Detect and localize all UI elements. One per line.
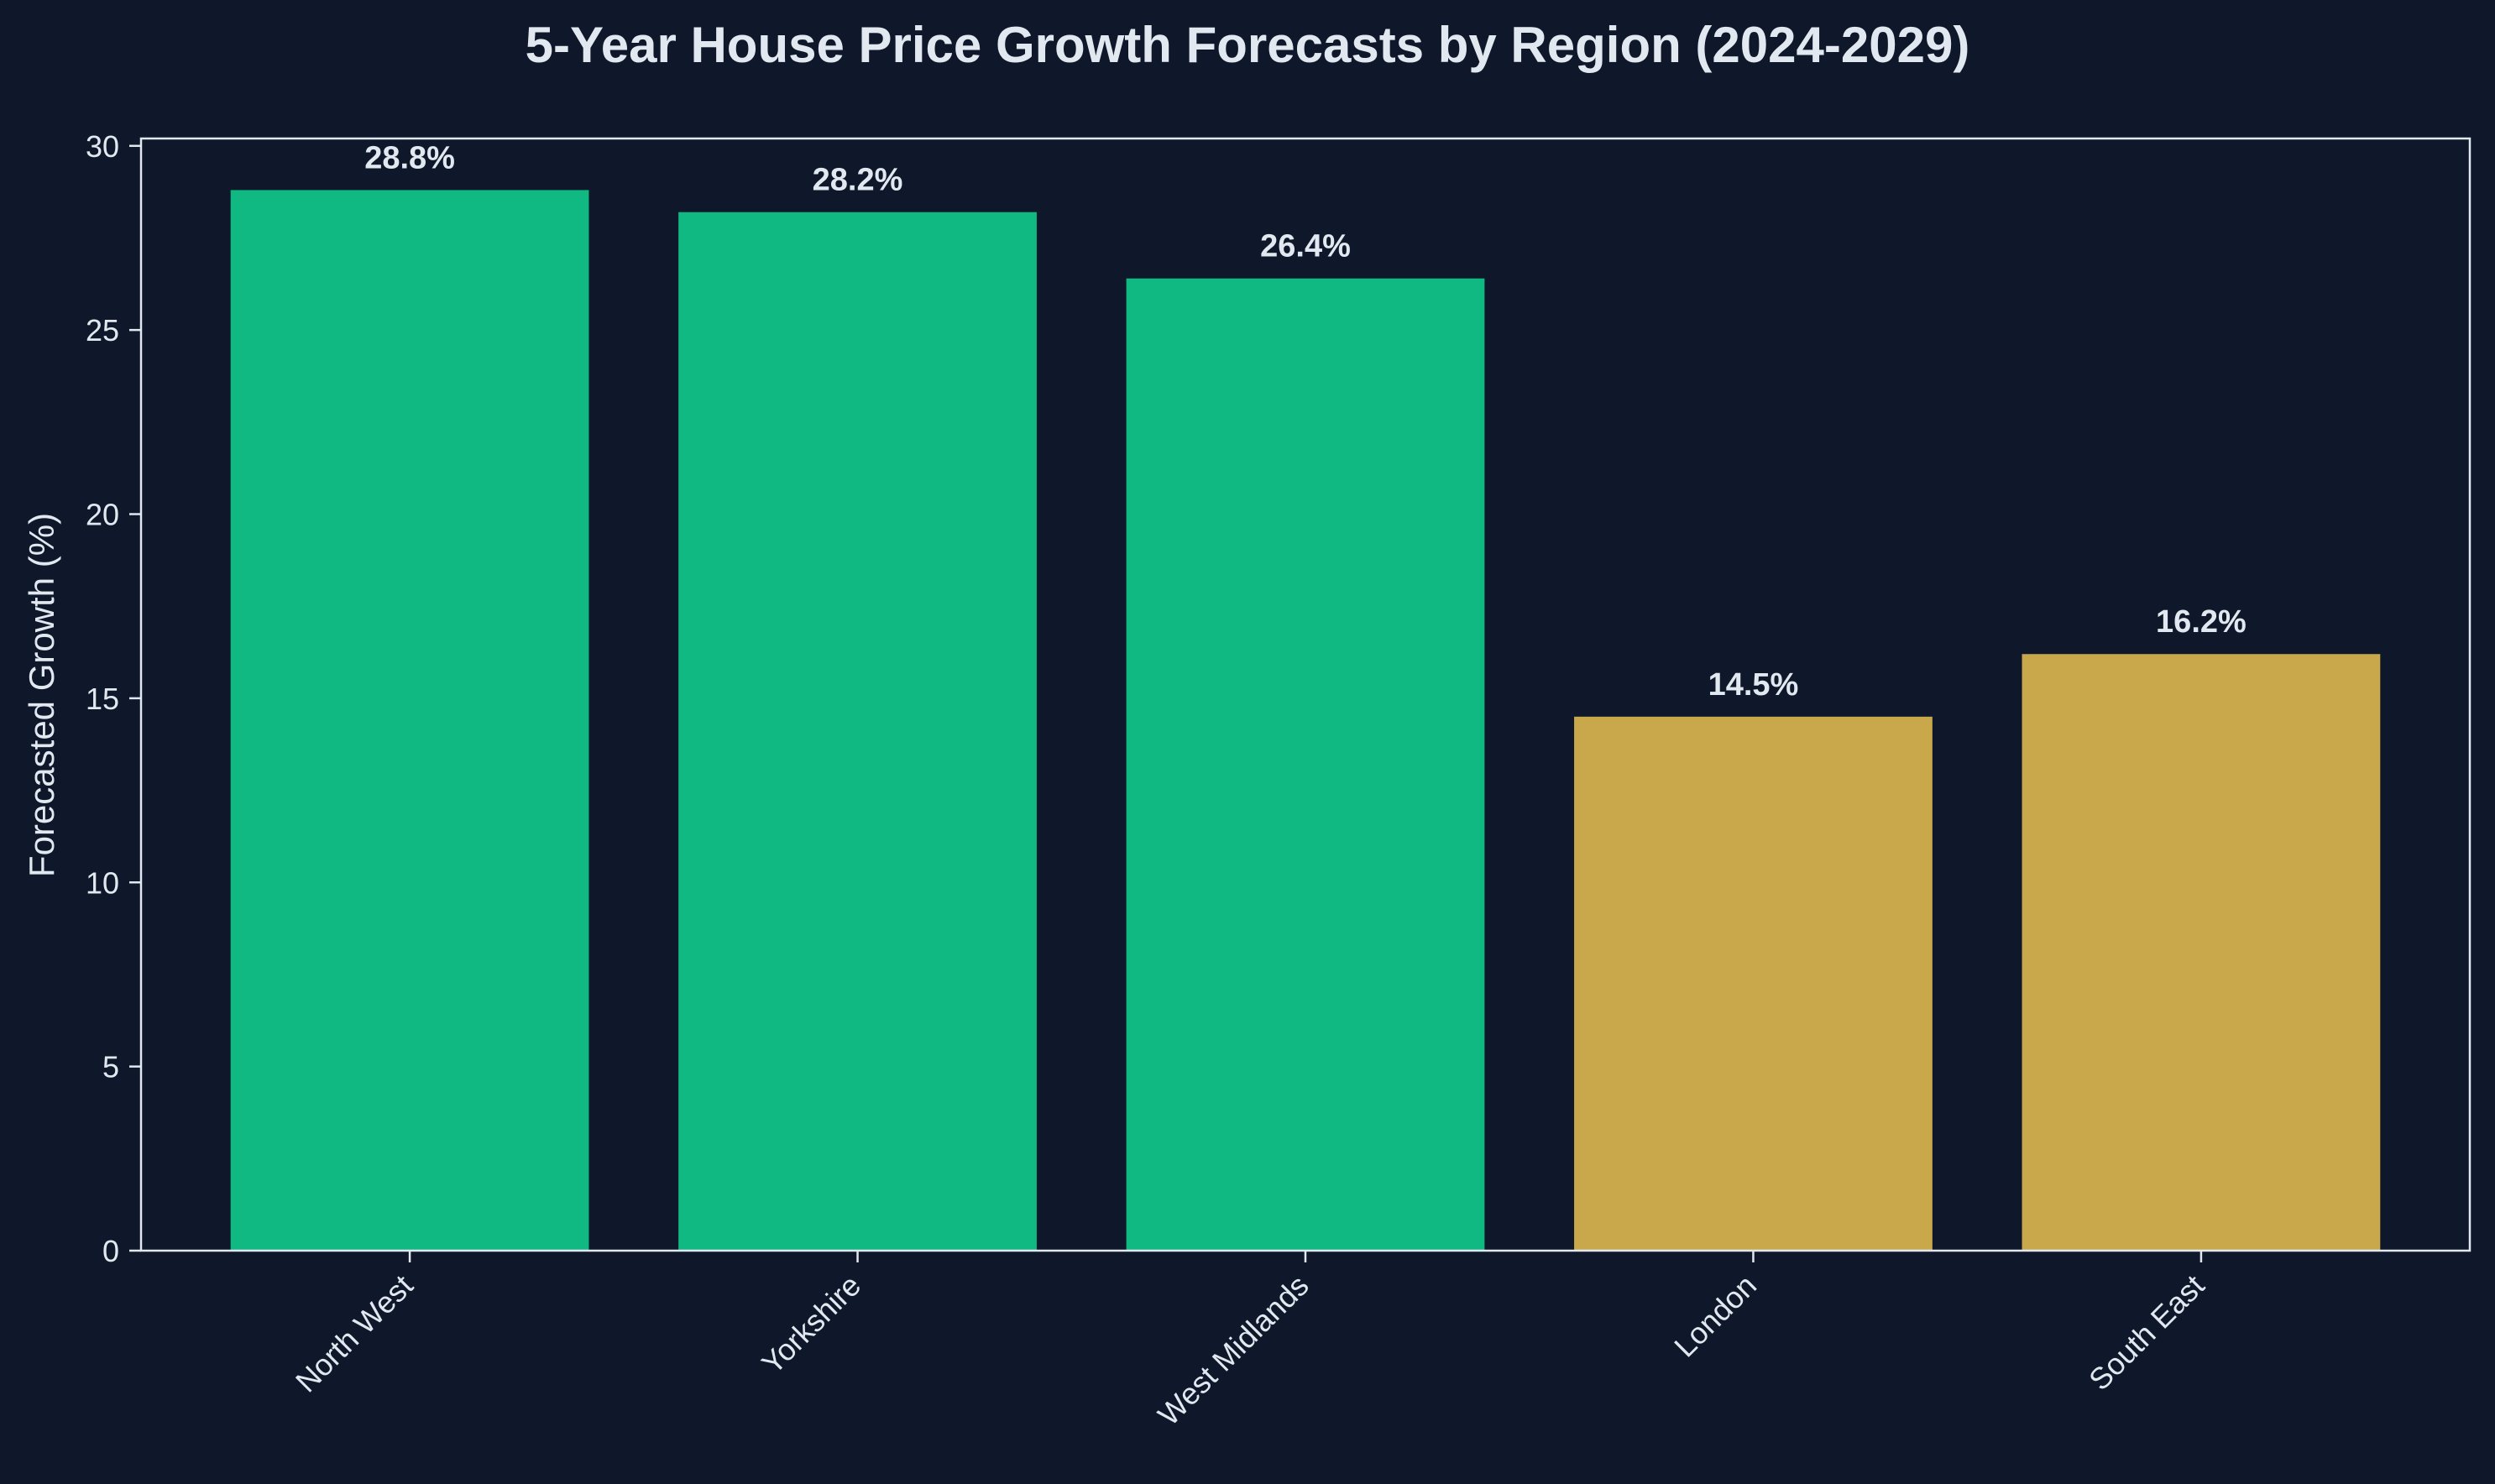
y-tick-label: 20 [86, 498, 119, 532]
y-tick-label: 15 [86, 682, 119, 716]
bar-north-west [230, 190, 589, 1251]
bar-south-east [2022, 654, 2381, 1251]
bar-value-label: 28.2% [813, 163, 903, 198]
y-axis-label: Forecasted Growth (%) [22, 513, 61, 877]
bar-value-label: 16.2% [2156, 604, 2247, 640]
bar-value-labels: 28.8% 28.2% 26.4% 14.5% 16.2% [364, 140, 2247, 702]
y-tick-label: 5 [102, 1050, 119, 1084]
y-tick-label: 0 [102, 1234, 119, 1268]
y-tick-label: 25 [86, 313, 119, 347]
bars [230, 190, 2381, 1251]
bar-yorkshire [678, 212, 1037, 1251]
y-tick-label: 10 [86, 865, 119, 900]
bar-value-label: 26.4% [1260, 229, 1351, 264]
y-axis-ticks: 0 5 10 15 20 25 30 [86, 129, 141, 1268]
plot-frame [139, 137, 2471, 1252]
y-tick-label: 30 [86, 129, 119, 164]
bar-value-label: 28.8% [364, 140, 455, 175]
bar-west-midlands [1126, 278, 1485, 1251]
bar-london [1574, 716, 1933, 1251]
bar-value-label: 14.5% [1708, 667, 1799, 703]
chart-title: 5-Year House Price Growth Forecasts by R… [526, 17, 1970, 73]
